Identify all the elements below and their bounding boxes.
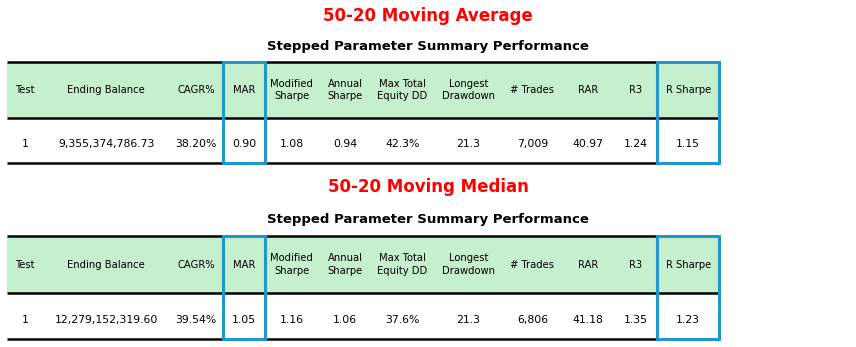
Text: 1: 1 bbox=[21, 139, 28, 149]
Text: 0.90: 0.90 bbox=[232, 139, 256, 149]
Bar bbox=[7, 236, 719, 293]
Text: 1.23: 1.23 bbox=[676, 315, 700, 325]
Text: 38.20%: 38.20% bbox=[175, 139, 217, 149]
Text: Stepped Parameter Summary Performance: Stepped Parameter Summary Performance bbox=[267, 40, 589, 53]
Text: 1.15: 1.15 bbox=[676, 139, 700, 149]
Text: 1.06: 1.06 bbox=[333, 315, 357, 325]
Text: 1.16: 1.16 bbox=[280, 315, 304, 325]
Text: Modified
Sharpe: Modified Sharpe bbox=[270, 253, 313, 276]
Text: 1: 1 bbox=[21, 315, 28, 325]
Text: R Sharpe: R Sharpe bbox=[666, 85, 710, 95]
Text: MAR: MAR bbox=[233, 85, 255, 95]
Text: Ending Balance: Ending Balance bbox=[68, 85, 145, 95]
Text: 9,355,374,786.73: 9,355,374,786.73 bbox=[58, 139, 154, 149]
Text: RAR: RAR bbox=[578, 260, 598, 270]
Text: R3: R3 bbox=[629, 260, 643, 270]
Text: Max Total
Equity DD: Max Total Equity DD bbox=[377, 253, 427, 276]
Text: 50-20 Moving Average: 50-20 Moving Average bbox=[323, 7, 533, 25]
Text: 50-20 Moving Median: 50-20 Moving Median bbox=[328, 178, 528, 196]
Text: Stepped Parameter Summary Performance: Stepped Parameter Summary Performance bbox=[267, 213, 589, 226]
Bar bbox=[7, 125, 719, 163]
Bar bbox=[7, 300, 719, 339]
Text: 1.35: 1.35 bbox=[624, 315, 648, 325]
Text: Test: Test bbox=[15, 85, 34, 95]
Text: 41.18: 41.18 bbox=[573, 315, 603, 325]
Text: Longest
Drawdown: Longest Drawdown bbox=[442, 253, 495, 276]
Bar bbox=[223, 62, 265, 163]
Text: 40.97: 40.97 bbox=[573, 139, 603, 149]
Text: 39.54%: 39.54% bbox=[175, 315, 217, 325]
Text: 6,806: 6,806 bbox=[517, 315, 548, 325]
Text: 0.94: 0.94 bbox=[333, 139, 357, 149]
Text: # Trades: # Trades bbox=[510, 85, 555, 95]
Text: 21.3: 21.3 bbox=[456, 315, 480, 325]
Text: R3: R3 bbox=[629, 85, 643, 95]
Text: R Sharpe: R Sharpe bbox=[666, 260, 710, 270]
Text: Annual
Sharpe: Annual Sharpe bbox=[327, 79, 363, 101]
Text: 1.05: 1.05 bbox=[232, 315, 256, 325]
Text: CAGR%: CAGR% bbox=[177, 260, 215, 270]
Bar bbox=[657, 62, 719, 163]
Text: Ending Balance: Ending Balance bbox=[68, 260, 145, 270]
Text: 21.3: 21.3 bbox=[456, 139, 480, 149]
Text: 42.3%: 42.3% bbox=[385, 139, 419, 149]
Text: Annual
Sharpe: Annual Sharpe bbox=[327, 253, 363, 276]
Text: 7,009: 7,009 bbox=[517, 139, 548, 149]
Text: Test: Test bbox=[15, 260, 34, 270]
Text: # Trades: # Trades bbox=[510, 260, 555, 270]
Text: MAR: MAR bbox=[233, 260, 255, 270]
Bar bbox=[223, 236, 265, 339]
Text: 1.24: 1.24 bbox=[624, 139, 648, 149]
Bar bbox=[657, 236, 719, 339]
Text: CAGR%: CAGR% bbox=[177, 85, 215, 95]
Bar bbox=[7, 62, 719, 118]
Text: 1.08: 1.08 bbox=[280, 139, 304, 149]
Text: Longest
Drawdown: Longest Drawdown bbox=[442, 79, 495, 101]
Text: 37.6%: 37.6% bbox=[385, 315, 419, 325]
Text: Modified
Sharpe: Modified Sharpe bbox=[270, 79, 313, 101]
Text: 12,279,152,319.60: 12,279,152,319.60 bbox=[55, 315, 158, 325]
Text: RAR: RAR bbox=[578, 85, 598, 95]
Text: Max Total
Equity DD: Max Total Equity DD bbox=[377, 79, 427, 101]
